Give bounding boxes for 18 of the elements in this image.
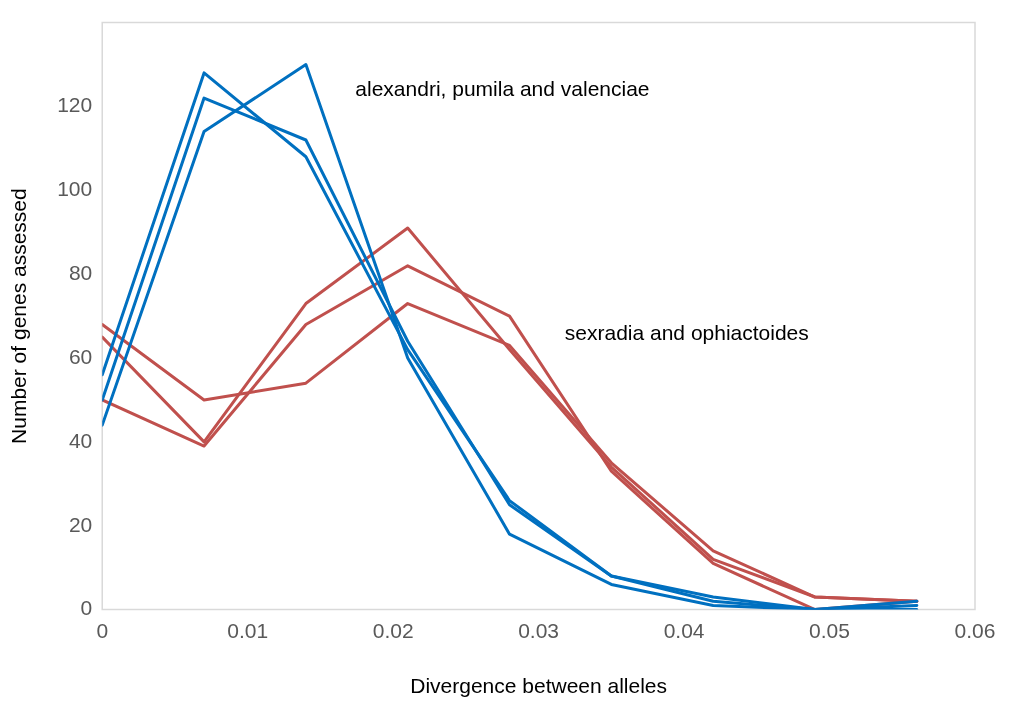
y-tick-label: 100 — [57, 177, 93, 201]
y-tick-label: 20 — [68, 512, 93, 536]
x-tick-label: 0.06 — [954, 619, 996, 642]
y-tick-label: 80 — [68, 260, 93, 284]
y-tick-label: 120 — [57, 93, 93, 117]
y-axis-title: Number of genes assessed — [7, 188, 31, 444]
annotation: alexandri, pumila and valenciae — [355, 76, 650, 100]
x-tick-label: 0.04 — [663, 619, 705, 642]
y-tick-label: 60 — [68, 344, 93, 368]
y-tick-label: 40 — [68, 428, 93, 452]
x-axis-title: Divergence between alleles — [410, 674, 668, 698]
x-tick-label: 0.03 — [518, 619, 560, 642]
y-tick-label: 0 — [80, 596, 93, 620]
x-tick-label: 0.01 — [227, 619, 269, 642]
annotation: sexradia and ophiactoides — [564, 320, 809, 344]
x-tick-label: 0.05 — [809, 619, 850, 642]
x-tick-label: 0 — [96, 619, 109, 642]
x-tick-label: 0.02 — [372, 619, 414, 642]
